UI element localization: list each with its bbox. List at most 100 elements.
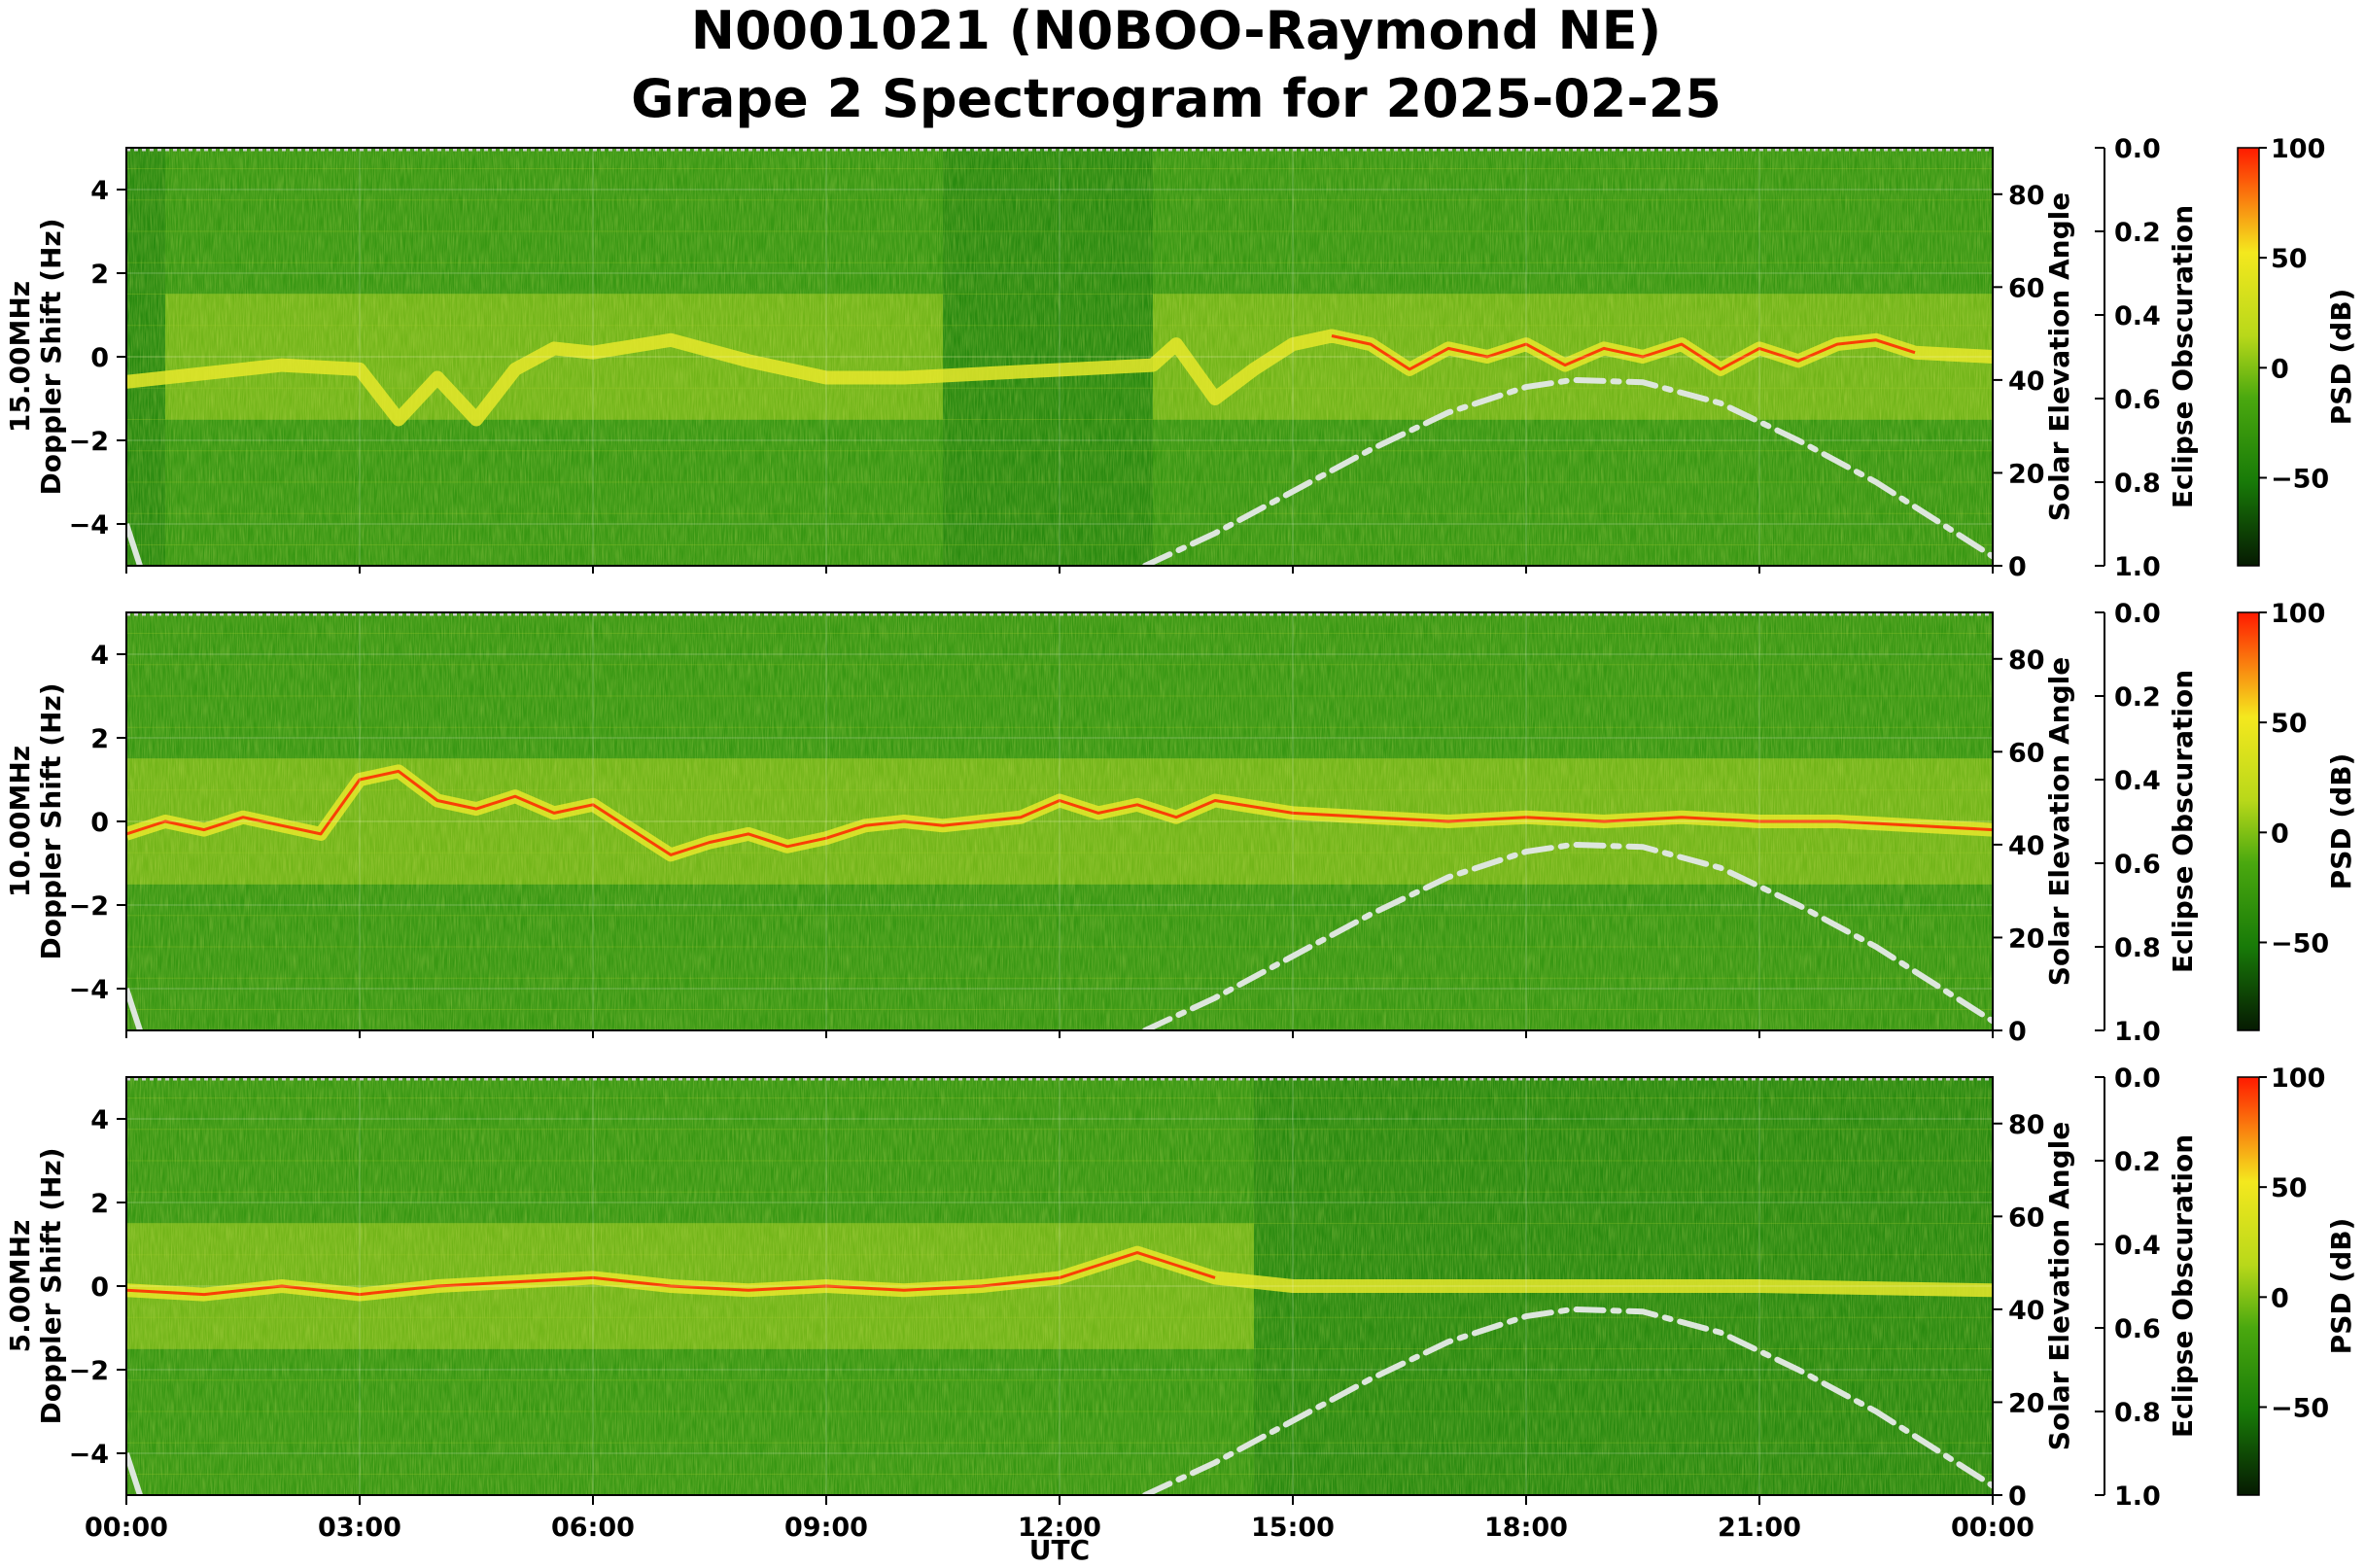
- y-axis-label: Doppler Shift (Hz): [35, 218, 67, 495]
- panel-5.00MHz: 420−2−45.00MHz Doppler Shift (Hz)80604020…: [4, 1063, 2357, 1512]
- eclipse-tick-label: 0.2: [2114, 682, 2161, 713]
- eclipse-tick-label: 0.6: [2114, 385, 2161, 415]
- colorbar: [2238, 612, 2259, 1030]
- colorbar-tick-label: 50: [2271, 244, 2308, 274]
- spectrogram-plot: [126, 612, 1993, 1030]
- panel-label: 10.00MHz: [4, 746, 36, 897]
- panel-10.00MHz: 420−2−410.00MHz Doppler Shift (Hz)8060402…: [4, 599, 2357, 1047]
- x-tick-label: 00:00: [1951, 1513, 2035, 1543]
- eclipse-tick-label: 0.8: [2114, 933, 2161, 963]
- colorbar-tick-label: 100: [2271, 599, 2325, 629]
- x-tick-label: 21:00: [1718, 1513, 1801, 1543]
- right-tick-label: 60: [2008, 1202, 2045, 1233]
- noise-texture: [126, 148, 1993, 566]
- eclipse-tick-label: 0.4: [2114, 301, 2161, 331]
- right-tick-label: 80: [2008, 181, 2045, 211]
- colorbar-tick-label: 100: [2271, 1063, 2325, 1094]
- y-tick-label: 0: [90, 343, 109, 373]
- right-tick-label: 40: [2008, 366, 2045, 397]
- colorbar-tick-label: 100: [2271, 134, 2325, 164]
- colorbar-frame: [2237, 1076, 2260, 1496]
- spectrogram-plot: [126, 1077, 1993, 1495]
- y-tick-label: −4: [69, 975, 109, 1005]
- eclipse-tick-label: 0.0: [2114, 1063, 2161, 1094]
- solar-elevation-curve: [1142, 376, 1993, 566]
- eclipse-tick-label: 0.8: [2114, 1398, 2161, 1428]
- y-axis-label: Doppler Shift (Hz): [35, 1147, 67, 1424]
- colorbar-frame: [2237, 147, 2260, 567]
- right-tick-label: 0: [2008, 552, 2027, 582]
- eclipse-tick-label: 1.0: [2114, 1481, 2161, 1512]
- right-tick-label: 0: [2008, 1017, 2027, 1047]
- y-tick-label: 2: [90, 1189, 109, 1219]
- right-tick-label: 40: [2008, 1296, 2045, 1326]
- right-tick-label: 20: [2008, 923, 2045, 954]
- eclipse-tick-label: 1.0: [2114, 1017, 2161, 1047]
- figure-title-line2: Grape 2 Spectrogram for 2025-02-25: [631, 68, 1722, 129]
- y-tick-label: −2: [69, 1356, 109, 1386]
- colorbar-tick-label: 0: [2271, 819, 2289, 849]
- x-tick-label: 15:00: [1251, 1513, 1335, 1543]
- y-tick-label: 0: [90, 1272, 109, 1303]
- colorbar-tick-label: −50: [2271, 464, 2329, 494]
- eclipse-tick-label: 0.6: [2114, 1314, 2161, 1344]
- colorbar-tick-label: 0: [2271, 1283, 2289, 1313]
- colorbar-tick-label: −50: [2271, 928, 2329, 958]
- right-tick-label: 60: [2008, 273, 2045, 303]
- x-tick-label: 18:00: [1484, 1513, 1568, 1543]
- eclipse-tick-label: 0.8: [2114, 469, 2161, 499]
- eclipse-tick-label: 0.0: [2114, 134, 2161, 164]
- y-tick-label: −4: [69, 510, 109, 540]
- y-tick-label: 4: [90, 641, 109, 671]
- solar-elevation-curve-start: [126, 523, 143, 566]
- y-tick-label: 0: [90, 808, 109, 838]
- x-tick-label: 09:00: [784, 1513, 868, 1543]
- solar-elevation-label: Solar Elevation Angle: [2043, 657, 2075, 986]
- colorbar-tick-label: −50: [2271, 1393, 2329, 1423]
- y-tick-label: 2: [90, 260, 109, 290]
- eclipse-tick-label: 0.4: [2114, 766, 2161, 796]
- solar-elevation-curve-start: [126, 1452, 143, 1495]
- spectrogram-plot: [126, 148, 1993, 566]
- y-axis-label: Doppler Shift (Hz): [35, 682, 67, 959]
- right-tick-label: 40: [2008, 831, 2045, 861]
- eclipse-obscuration-label: Eclipse Obscuration: [2167, 1134, 2199, 1438]
- right-tick-label: 0: [2008, 1481, 2027, 1512]
- eclipse-obscuration-label: Eclipse Obscuration: [2167, 670, 2199, 973]
- doppler-trace-peak: [1331, 334, 1916, 371]
- colorbar-tick-label: 50: [2271, 1173, 2308, 1203]
- colorbar-label: PSD (dB): [2325, 1218, 2357, 1355]
- right-tick-label: 80: [2008, 1110, 2045, 1140]
- solar-elevation-curve: [1142, 841, 1993, 1030]
- y-tick-label: −4: [69, 1440, 109, 1470]
- right-tick-label: 20: [2008, 459, 2045, 489]
- colorbar-tick-label: 50: [2271, 709, 2308, 739]
- panel-label: 5.00MHz: [4, 1220, 36, 1353]
- eclipse-tick-label: 0.2: [2114, 218, 2161, 248]
- solar-elevation-label: Solar Elevation Angle: [2043, 1122, 2075, 1450]
- x-tick-label: 06:00: [551, 1513, 635, 1543]
- x-tick-label: 00:00: [85, 1513, 168, 1543]
- y-tick-label: −2: [69, 891, 109, 922]
- right-tick-label: 60: [2008, 738, 2045, 768]
- y-tick-label: −2: [69, 427, 109, 457]
- panel-label: 15.00MHz: [4, 281, 36, 433]
- colorbar-frame: [2237, 611, 2260, 1031]
- colorbar-tick-label: 0: [2271, 354, 2289, 384]
- eclipse-tick-label: 0.4: [2114, 1231, 2161, 1261]
- figure-title-line1: N0001021 (N0BOO-Raymond NE): [691, 0, 1661, 61]
- colorbar: [2238, 148, 2259, 566]
- y-tick-label: 2: [90, 724, 109, 754]
- solar-elevation-curve: [1142, 1306, 1993, 1495]
- eclipse-obscuration-label: Eclipse Obscuration: [2167, 205, 2199, 508]
- x-tick-label: 03:00: [318, 1513, 401, 1543]
- colorbar-label: PSD (dB): [2325, 289, 2357, 426]
- y-tick-label: 4: [90, 1105, 109, 1135]
- doppler-trace-peak: [126, 1251, 1216, 1297]
- x-tick-label: 12:00: [1018, 1513, 1101, 1543]
- colorbar-label: PSD (dB): [2325, 753, 2357, 890]
- right-tick-label: 80: [2008, 645, 2045, 676]
- eclipse-tick-label: 0.2: [2114, 1147, 2161, 1177]
- y-tick-label: 4: [90, 176, 109, 206]
